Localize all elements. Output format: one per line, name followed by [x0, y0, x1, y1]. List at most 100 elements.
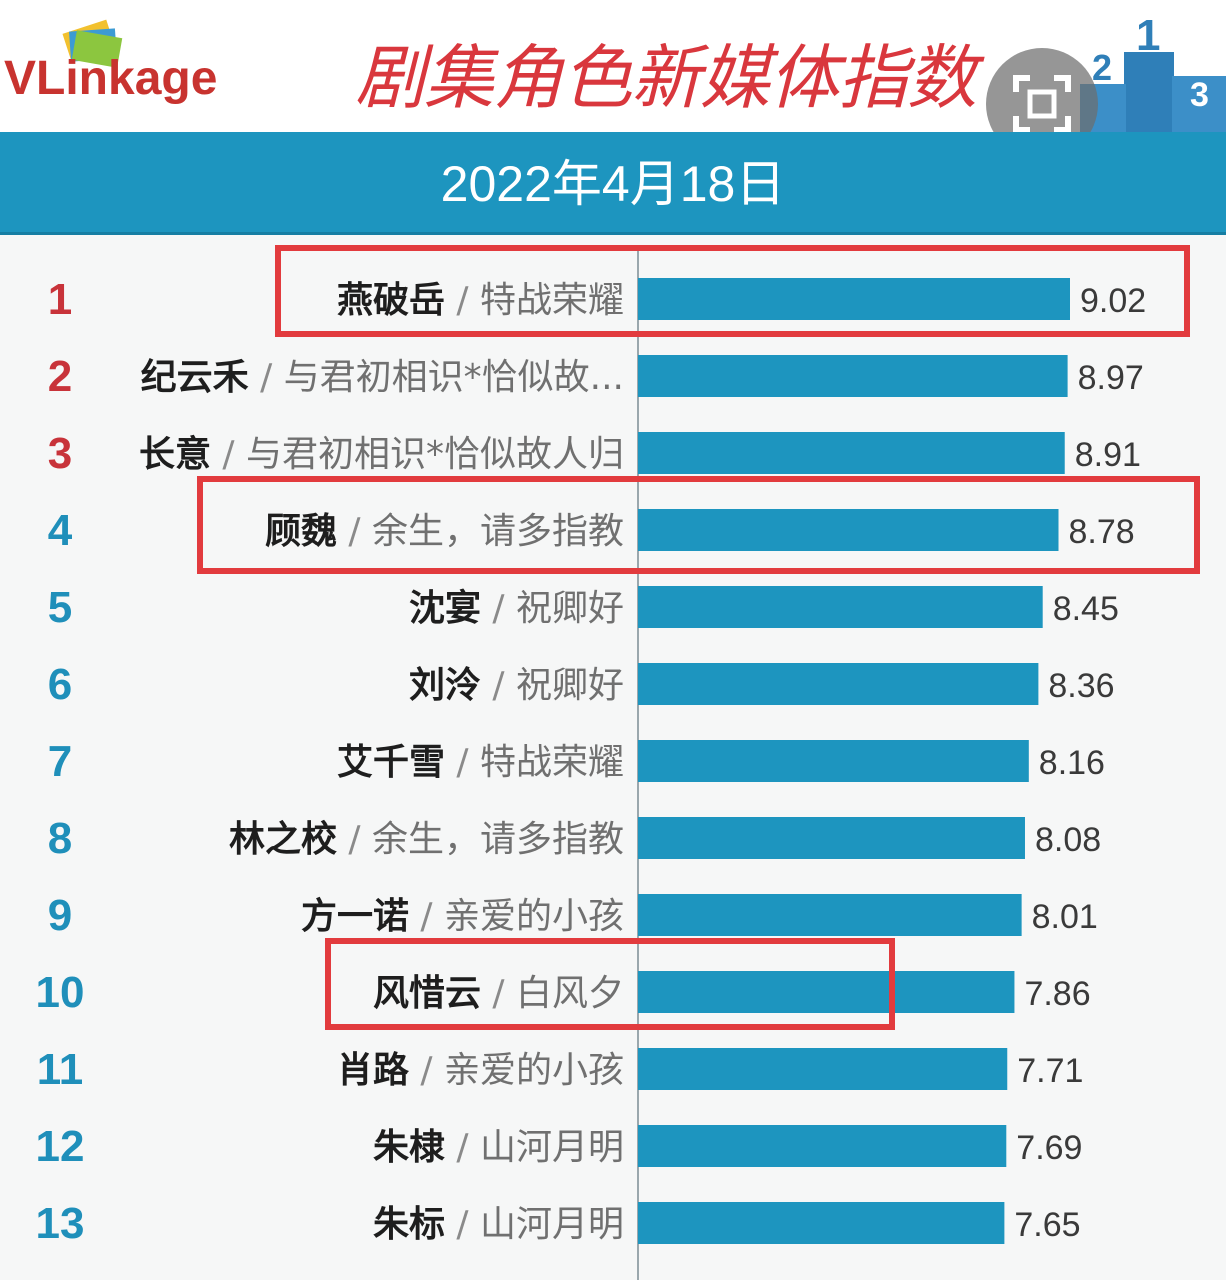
row-label: 沈宴 / 祝卿好 [409, 587, 624, 629]
date-band [0, 132, 1226, 235]
svg-text:1: 1 [1136, 11, 1160, 60]
role-name: 林之校 [229, 819, 337, 860]
rank-number: 2 [48, 352, 72, 401]
rank-number: 5 [48, 583, 72, 632]
row-label: 林之校 / 余生，请多指教 [229, 819, 624, 860]
role-name: 燕破岳 [337, 280, 445, 321]
label-separator: / [211, 434, 246, 475]
row-label: 刘泠 / 祝卿好 [409, 665, 624, 706]
label-separator: / [445, 1204, 480, 1245]
drama-name: 余生，请多指教 [372, 819, 624, 860]
rank-number: 11 [37, 1045, 84, 1094]
value-label: 8.01 [1032, 898, 1098, 936]
value-label: 7.71 [1017, 1052, 1083, 1090]
bar [638, 1125, 1007, 1167]
row-label: 艾千雪 / 特战荣耀 [337, 742, 624, 783]
value-label: 8.08 [1035, 821, 1101, 859]
rank-number: 9 [48, 891, 72, 940]
value-label: 7.86 [1024, 975, 1090, 1013]
label-separator: / [337, 819, 372, 860]
bar [638, 1202, 1005, 1244]
chart-date: 2022年4月18日 [440, 156, 786, 212]
label-separator: / [481, 973, 516, 1014]
value-label: 8.45 [1053, 590, 1119, 628]
role-name: 朱标 [373, 1204, 445, 1245]
bar [638, 740, 1029, 782]
row-label: 顾魏 / 余生，请多指教 [265, 511, 624, 552]
role-name: 风惜云 [373, 973, 481, 1014]
value-label: 8.36 [1048, 667, 1114, 705]
row-label: 长意 / 与君初相识*恰似故人归 [139, 434, 624, 475]
row-label: 肖路 / 亲爱的小孩 [337, 1050, 624, 1091]
drama-name: 与君初相识*恰似故人归 [246, 434, 624, 475]
role-name: 沈宴 [409, 587, 481, 629]
label-separator: / [409, 896, 444, 937]
rank-number: 12 [36, 1122, 85, 1171]
drama-name: 特战荣耀 [480, 742, 624, 783]
drama-name: 特战荣耀 [480, 280, 624, 321]
drama-name: 亲爱的小孩 [444, 896, 624, 937]
rank-number: 7 [48, 737, 72, 786]
bar [638, 586, 1043, 628]
label-separator: / [481, 665, 516, 706]
label-separator: / [249, 357, 284, 398]
value-label: 7.65 [1014, 1206, 1080, 1244]
role-name: 纪云禾 [141, 357, 249, 398]
role-name: 顾魏 [265, 511, 337, 552]
row-label: 朱棣 / 山河月明 [373, 1127, 624, 1168]
rank-number: 4 [48, 506, 73, 555]
role-name: 艾千雪 [337, 742, 445, 783]
chart-title: 剧集角色新媒体指数 [355, 37, 977, 119]
drama-name: 与君初相识*恰似故... [284, 357, 624, 398]
drama-name: 祝卿好 [516, 588, 624, 629]
value-label: 8.97 [1078, 359, 1144, 397]
label-separator: / [445, 1127, 480, 1168]
row-label: 朱标 / 山河月明 [373, 1204, 624, 1245]
role-name: 方一诺 [301, 896, 409, 937]
bar [638, 663, 1039, 705]
drama-name: 亲爱的小孩 [444, 1050, 624, 1091]
svg-text:3: 3 [1190, 76, 1209, 114]
label-separator: / [445, 280, 480, 321]
drama-name: 白风夕 [516, 973, 624, 1014]
bar [638, 509, 1059, 551]
bar [638, 355, 1068, 397]
bar [638, 817, 1025, 859]
value-label: 8.91 [1075, 436, 1141, 474]
svg-text:2: 2 [1092, 47, 1112, 88]
drama-name: 祝卿好 [516, 665, 624, 706]
bar [638, 971, 1015, 1013]
bar [638, 278, 1070, 320]
scan-icon [1013, 75, 1071, 133]
drama-name: 山河月明 [480, 1127, 624, 1168]
value-label: 8.16 [1039, 744, 1105, 782]
logo-cards-icon [62, 19, 123, 68]
rank-number: 8 [48, 814, 72, 863]
rank-number: 6 [48, 660, 72, 709]
role-name: 朱棣 [373, 1127, 445, 1168]
brand-name: VLinkage [4, 52, 217, 105]
value-label: 8.78 [1069, 513, 1135, 551]
row-label: 纪云禾 / 与君初相识*恰似故... [141, 357, 624, 398]
label-separator: / [481, 588, 516, 629]
value-label: 7.69 [1016, 1129, 1082, 1167]
rank-number: 10 [36, 968, 85, 1017]
drama-name: 余生，请多指教 [372, 511, 624, 552]
rank-number: 3 [48, 429, 72, 478]
drama-name: 山河月明 [480, 1204, 624, 1245]
vlinkage-logo: VLinkage [4, 19, 217, 105]
label-separator: / [409, 1050, 444, 1091]
label-separator: / [337, 511, 372, 552]
role-name: 肖路 [337, 1050, 410, 1091]
role-name: 刘泠 [409, 665, 481, 706]
rank-number: 13 [36, 1199, 85, 1248]
bar [638, 894, 1022, 936]
bar [638, 1048, 1008, 1090]
row-label: 燕破岳 / 特战荣耀 [337, 280, 624, 321]
row-label: 方一诺 / 亲爱的小孩 [301, 896, 624, 937]
role-name: 长意 [139, 434, 211, 475]
value-label: 9.02 [1080, 282, 1146, 320]
bar [638, 432, 1065, 474]
rank-number: 1 [48, 275, 72, 324]
